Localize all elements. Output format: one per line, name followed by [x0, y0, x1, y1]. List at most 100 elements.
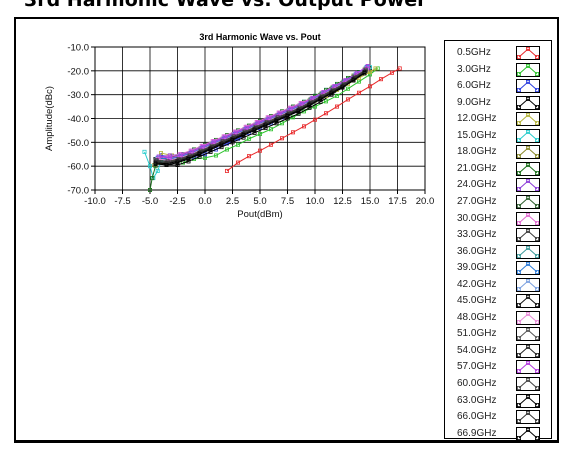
x-tick-label: -5.0: [142, 196, 158, 207]
series-marker: [224, 168, 229, 173]
series-marker: [365, 64, 370, 69]
legend-label: 15.0GHz: [457, 129, 497, 141]
y-axis-label: Amplitude(dBc): [44, 86, 55, 151]
legend-swatch-line: [518, 313, 538, 323]
legend-swatch: [516, 194, 540, 209]
legend-swatch-line: [518, 180, 538, 190]
legend-label: 18.0GHz: [457, 146, 497, 158]
series-marker: [318, 97, 323, 102]
legend-swatch-marker: [525, 328, 530, 333]
legend-swatch-marker: [516, 286, 522, 291]
series-marker: [367, 70, 372, 75]
series-marker: [378, 77, 383, 82]
legend-label: 6.0GHz: [457, 80, 491, 92]
legend-swatch-marker: [534, 402, 539, 407]
series-marker: [165, 160, 170, 165]
legend-item: 42.0GHz: [445, 277, 551, 293]
legend-swatch-marker: [516, 237, 522, 242]
legend-swatch-marker: [534, 154, 539, 159]
legend-swatch-line: [518, 395, 538, 405]
legend-swatch-line: [518, 263, 538, 273]
legend-swatch-marker: [525, 162, 530, 167]
series-marker: [345, 97, 350, 102]
legend-swatch-line: [518, 296, 538, 306]
series-marker: [367, 72, 372, 77]
legend-swatch: [516, 393, 540, 408]
y-tick-label: -30.0: [67, 90, 89, 101]
legend-swatch-line: [518, 379, 538, 389]
legend-swatch-line: [518, 346, 538, 356]
legend-swatch-line: [518, 246, 538, 256]
legend-swatch-box: [516, 79, 540, 94]
x-tick-label: 2.5: [226, 196, 239, 207]
legend-swatch-box: [516, 327, 540, 342]
x-tick-label: 7.5: [281, 196, 294, 207]
legend-swatch-marker: [534, 253, 539, 258]
legend-swatch-box: [516, 244, 540, 259]
legend-swatch-marker: [525, 113, 530, 118]
series-marker: [329, 91, 334, 96]
x-tick-label: 10.0: [306, 196, 325, 207]
series-marker: [363, 68, 368, 73]
legend-swatch: [516, 128, 540, 143]
legend-item: 0.5GHz: [445, 45, 551, 61]
legend-item: 15.0GHz: [445, 128, 551, 144]
legend-swatch-marker: [516, 352, 522, 357]
legend-swatch-marker: [534, 104, 539, 109]
y-tick-label: -40.0: [67, 114, 89, 125]
legend-swatch-marker: [525, 195, 530, 200]
legend-item: 33.0GHz: [445, 227, 551, 243]
series-marker: [158, 151, 163, 156]
legend-swatch-box: [516, 410, 540, 425]
legend-swatch-marker: [525, 411, 530, 416]
legend-label: 30.0GHz: [457, 212, 497, 224]
legend-item: 66.0GHz: [445, 409, 551, 425]
series-marker: [233, 130, 238, 135]
legend-swatch-marker: [516, 435, 522, 440]
legend-swatch-box: [516, 393, 540, 408]
y-tick-label: -10.0: [67, 43, 89, 54]
series-marker: [277, 111, 282, 116]
legend-swatch: [516, 228, 540, 243]
x-tick-label: 20.0: [416, 196, 435, 207]
legend-swatch-marker: [525, 427, 530, 432]
series-marker: [323, 111, 328, 116]
legend-swatch: [516, 377, 540, 391]
series-marker: [301, 124, 306, 129]
legend-swatch: [516, 294, 540, 309]
legend-swatch-marker: [534, 319, 539, 324]
legend-swatch-marker: [525, 295, 530, 300]
legend-swatch-marker: [525, 212, 530, 217]
series-marker: [167, 155, 172, 160]
series-marker: [296, 109, 301, 114]
series-marker: [156, 154, 161, 159]
y-tick-label: -70.0: [67, 186, 89, 197]
legend-swatch-marker: [534, 137, 539, 142]
legend-swatch: [516, 112, 540, 127]
series-marker: [375, 66, 380, 71]
legend-swatch-line: [518, 164, 538, 174]
legend-label: 36.0GHz: [457, 245, 497, 257]
series-marker: [147, 187, 152, 192]
legend-swatch-line: [518, 362, 538, 372]
series-marker: [257, 131, 262, 136]
legend-swatch-marker: [516, 385, 522, 390]
legend-swatch-box: [516, 310, 540, 325]
legend-swatch: [516, 161, 540, 176]
legend-item: 63.0GHz: [445, 393, 551, 409]
legend-swatch: [516, 145, 540, 160]
legend-item: 12.0GHz: [445, 111, 551, 127]
legend-item: 54.0GHz: [445, 343, 551, 359]
legend-swatch-marker: [525, 245, 530, 250]
legend-item: 60.0GHz: [445, 376, 551, 392]
series-marker: [362, 71, 367, 76]
series-marker: [153, 161, 158, 166]
series-marker: [252, 128, 257, 133]
legend-label: 57.0GHz: [457, 361, 497, 373]
x-tick-label: 12.5: [333, 196, 352, 207]
legend-label: 21.0GHz: [457, 162, 497, 174]
legend-swatch-marker: [534, 71, 539, 76]
series-marker: [288, 106, 293, 111]
legend-label: 48.0GHz: [457, 311, 497, 323]
series-marker: [191, 157, 196, 162]
